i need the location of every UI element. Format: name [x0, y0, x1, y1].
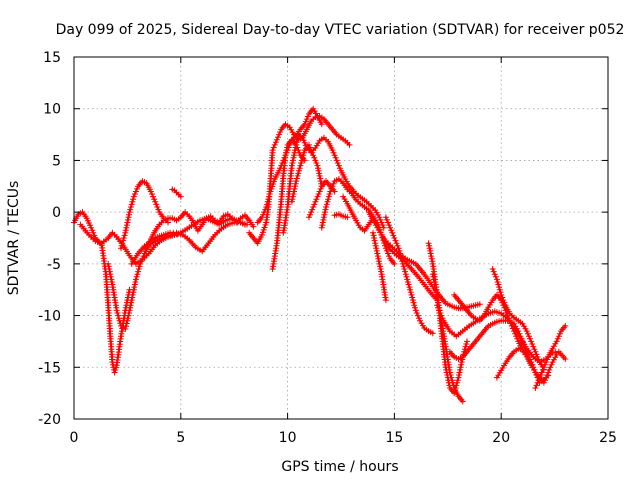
series-track-7	[169, 186, 184, 200]
y-axis-label: SDTVAR / TECUs	[6, 181, 22, 296]
x-tick-label: 20	[492, 430, 510, 446]
series-markers	[370, 229, 389, 304]
x-tick-label: 15	[385, 430, 403, 446]
series-markers	[128, 219, 250, 267]
y-tick-label: 15	[43, 50, 61, 66]
data-series	[71, 105, 569, 405]
series-track-4	[118, 178, 171, 252]
x-tick-label: 10	[279, 430, 297, 446]
series-track-14	[306, 178, 338, 221]
series-track-25	[489, 266, 547, 373]
x-axis-label: GPS time / hours	[281, 459, 398, 475]
axis-tick-labels: 0 5 10 15 20 25 -20 -15 -10 -5 0 5 10 15	[38, 50, 617, 446]
series-track-27	[532, 322, 569, 391]
series-markers	[532, 322, 569, 391]
series-track-12	[288, 141, 325, 205]
series-markers	[306, 178, 338, 221]
series-markers	[489, 266, 547, 373]
x-tick-label: 5	[176, 430, 185, 446]
series-track-19	[382, 214, 436, 337]
chart-title: Day 099 of 2025, Sidereal Day-to-day VTE…	[56, 22, 625, 38]
series-markers	[118, 178, 171, 252]
series-track-11	[280, 131, 387, 236]
axis-ticks	[73, 56, 609, 420]
series-markers	[169, 186, 184, 200]
x-tick-label: 25	[599, 430, 617, 446]
y-tick-label: 5	[52, 153, 61, 169]
series-markers	[331, 211, 351, 221]
series-track-26	[493, 345, 543, 386]
series-track-16	[340, 193, 398, 267]
y-tick-label: -15	[38, 360, 61, 376]
series-track-15	[331, 211, 351, 221]
y-tick-label: -10	[38, 309, 61, 325]
y-tick-label: 0	[52, 205, 61, 221]
y-tick-label: 10	[43, 102, 61, 118]
series-markers	[382, 214, 436, 337]
series-track-6	[128, 219, 250, 267]
plot-frame	[73, 56, 609, 420]
x-tick-label: 0	[70, 430, 79, 446]
series-track-18	[370, 229, 389, 304]
series-markers	[280, 131, 387, 236]
series-markers	[493, 345, 543, 386]
series-markers	[288, 141, 325, 205]
y-tick-label: -20	[38, 412, 61, 428]
y-tick-label: -5	[47, 257, 61, 273]
series-markers	[143, 209, 257, 252]
